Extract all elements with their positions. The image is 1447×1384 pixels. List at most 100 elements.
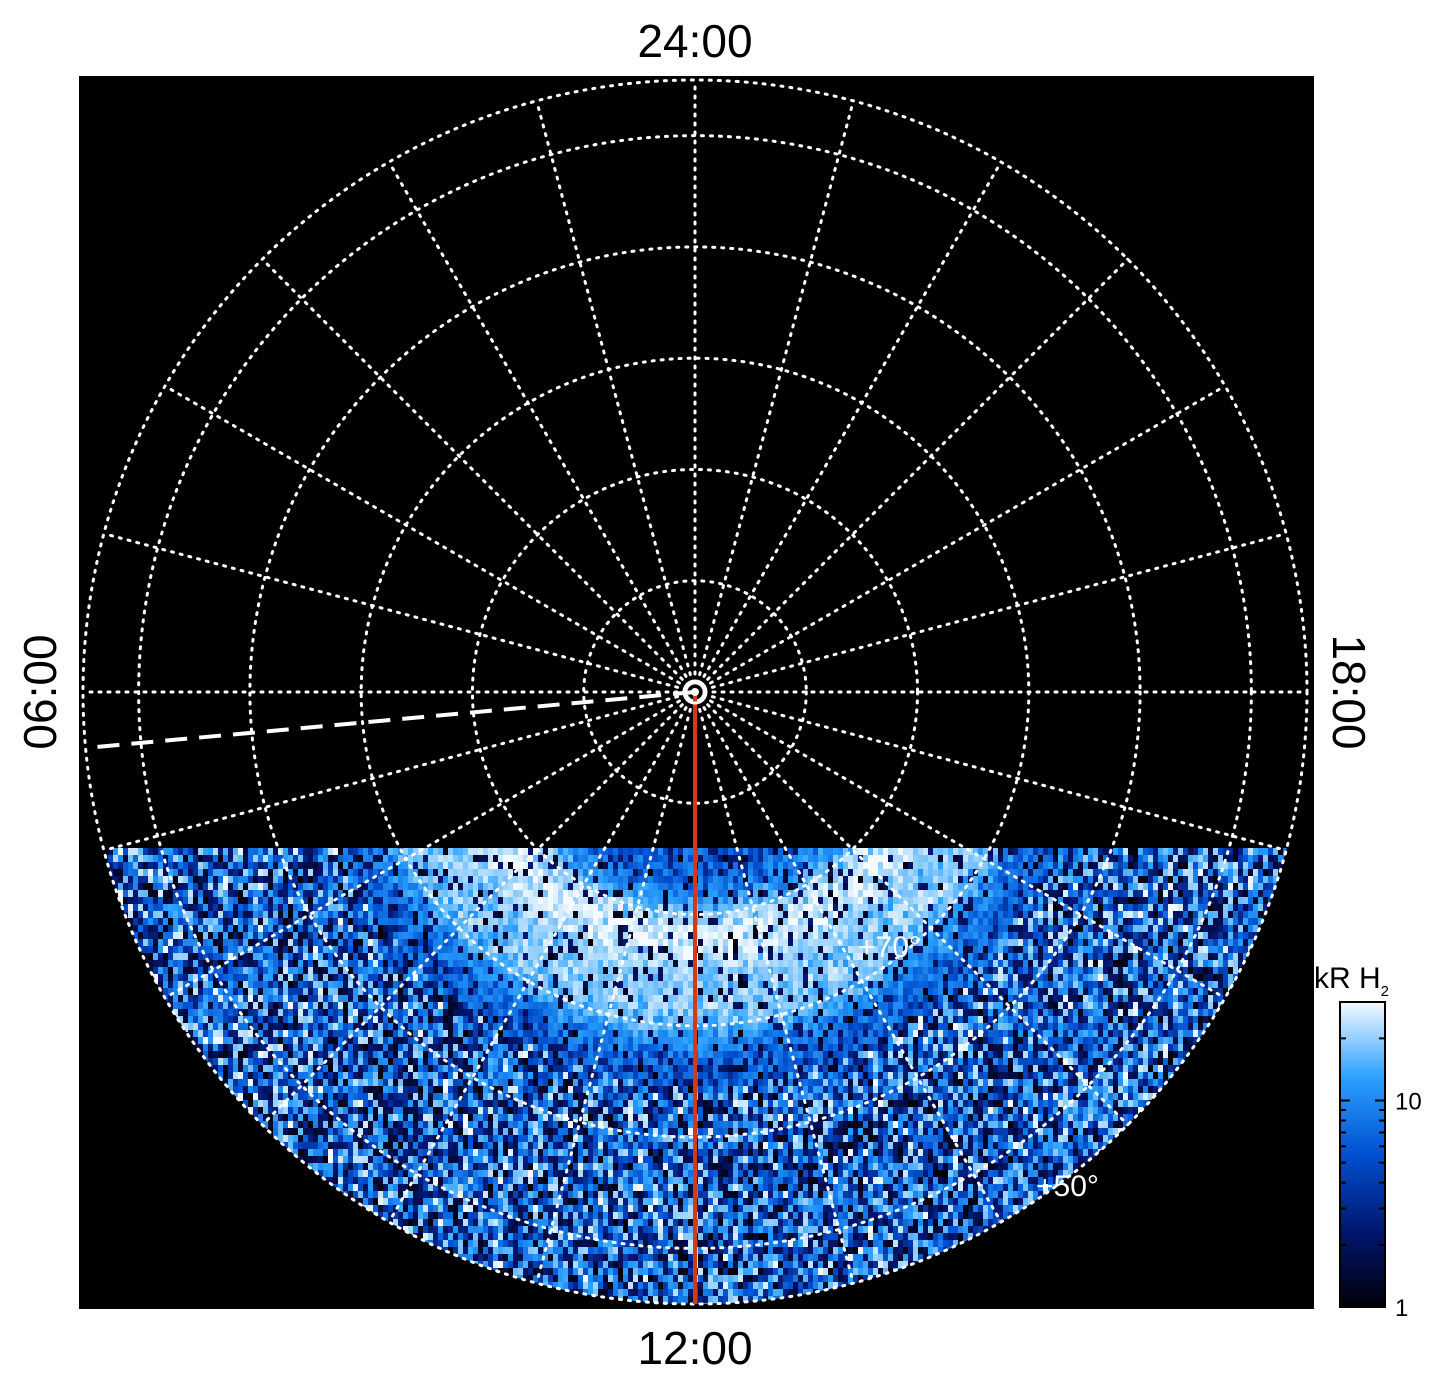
heatmap-cell xyxy=(353,911,358,920)
heatmap-cell xyxy=(648,960,653,968)
heatmap-cell xyxy=(533,869,538,878)
heatmap-cell xyxy=(238,869,243,881)
heatmap-cell xyxy=(453,883,458,895)
heatmap-cell xyxy=(1108,988,1113,996)
heatmap-cell xyxy=(193,862,198,875)
heatmap-cell xyxy=(1143,974,1148,982)
heatmap-cell xyxy=(643,876,648,886)
heatmap-cell xyxy=(418,848,423,859)
heatmap-cell xyxy=(178,890,183,898)
heatmap-cell xyxy=(1093,953,1098,961)
heatmap-cell xyxy=(1233,848,1238,859)
heatmap-cell xyxy=(878,925,883,935)
heatmap-cell xyxy=(1198,883,1203,892)
heatmap-cell xyxy=(508,862,513,871)
heatmap-cell xyxy=(583,953,588,961)
heatmap-cell xyxy=(853,897,858,910)
heatmap-cell xyxy=(388,932,393,940)
heatmap-cell xyxy=(1203,890,1208,899)
heatmap-cell xyxy=(133,862,138,871)
heatmap-cell xyxy=(993,876,998,889)
heatmap-cell xyxy=(463,876,468,889)
heatmap-cell xyxy=(533,911,538,921)
heatmap-cell xyxy=(768,911,773,924)
heatmap-cell xyxy=(1118,883,1123,895)
heatmap-cell xyxy=(793,918,798,928)
heatmap-cell xyxy=(133,932,138,941)
heatmap-cell xyxy=(1148,890,1153,899)
heatmap-cell xyxy=(353,946,358,954)
heatmap-cell xyxy=(1053,911,1058,921)
heatmap-cell xyxy=(708,876,713,886)
heatmap-cell xyxy=(293,911,298,921)
heatmap-cell xyxy=(1138,911,1143,920)
heatmap-cell xyxy=(1073,869,1078,877)
heatmap-cell xyxy=(1203,883,1208,891)
heatmap-cell xyxy=(893,897,898,907)
heatmap-cell xyxy=(798,848,803,859)
heatmap-cell xyxy=(673,897,678,909)
heatmap-cell xyxy=(818,862,823,870)
heatmap-cell xyxy=(608,904,613,914)
heatmap-cell xyxy=(128,904,133,913)
heatmap-cell xyxy=(178,974,183,982)
heatmap-cell xyxy=(873,925,878,933)
heatmap-cell xyxy=(918,925,923,936)
heatmap-cell xyxy=(768,918,773,929)
heatmap-cell xyxy=(143,904,148,916)
heatmap-cell xyxy=(913,883,918,895)
heatmap-cell xyxy=(173,883,178,895)
heatmap-cell xyxy=(523,995,528,1003)
heatmap-cell xyxy=(808,890,813,902)
heatmap-cell xyxy=(253,904,258,914)
heatmap-cell xyxy=(1248,876,1253,889)
heatmap-cell xyxy=(333,904,338,916)
heatmap-cell xyxy=(348,869,353,881)
heatmap-cell xyxy=(233,848,238,861)
heatmap-cell xyxy=(478,855,483,865)
heatmap-cell xyxy=(1088,855,1093,864)
heatmap-cell xyxy=(1218,869,1223,880)
heatmap-cell xyxy=(1108,911,1113,923)
heatmap-cell xyxy=(313,848,318,858)
heatmap-cell xyxy=(298,855,303,866)
heatmap-cell xyxy=(553,897,558,910)
heatmap-cell xyxy=(573,883,578,896)
heatmap-cell xyxy=(568,876,573,885)
heatmap-cell xyxy=(1213,862,1218,875)
heatmap-cell xyxy=(193,904,198,914)
heatmap-cell xyxy=(1168,848,1173,860)
heatmap-cell xyxy=(478,890,483,899)
heatmap-cell xyxy=(363,904,368,916)
heatmap-cell xyxy=(1138,890,1143,902)
heatmap-cell xyxy=(1233,911,1238,924)
heatmap-cell xyxy=(213,918,218,928)
heatmap-cell xyxy=(358,848,363,861)
heatmap-cell xyxy=(368,904,373,912)
heatmap-cell xyxy=(1013,876,1018,889)
heatmap-cell xyxy=(973,855,978,866)
heatmap-cell xyxy=(1053,960,1058,968)
heatmap-cell xyxy=(408,876,413,884)
heatmap-cell xyxy=(1063,855,1068,866)
heatmap-cell xyxy=(893,855,898,863)
heatmap-cell xyxy=(348,862,353,872)
heatmap-cell xyxy=(853,925,858,937)
heatmap-cell xyxy=(658,925,663,937)
heatmap-cell xyxy=(218,911,223,920)
heatmap-cell xyxy=(598,848,603,860)
heatmap-cell xyxy=(718,890,723,899)
heatmap-cell xyxy=(1013,855,1018,865)
heatmap-cell xyxy=(728,904,733,913)
heatmap-cell xyxy=(1203,897,1208,908)
heatmap-cell xyxy=(1098,890,1103,898)
heatmap-cell xyxy=(453,876,458,885)
heatmap-cell xyxy=(518,897,523,906)
heatmap-cell xyxy=(813,988,818,996)
heatmap-cell xyxy=(583,995,588,1003)
heatmap-cell xyxy=(1278,862,1283,872)
heatmap-cell xyxy=(528,855,533,864)
heatmap-cell xyxy=(518,925,523,938)
heatmap-cell xyxy=(283,911,288,921)
heatmap-cell xyxy=(238,897,243,907)
